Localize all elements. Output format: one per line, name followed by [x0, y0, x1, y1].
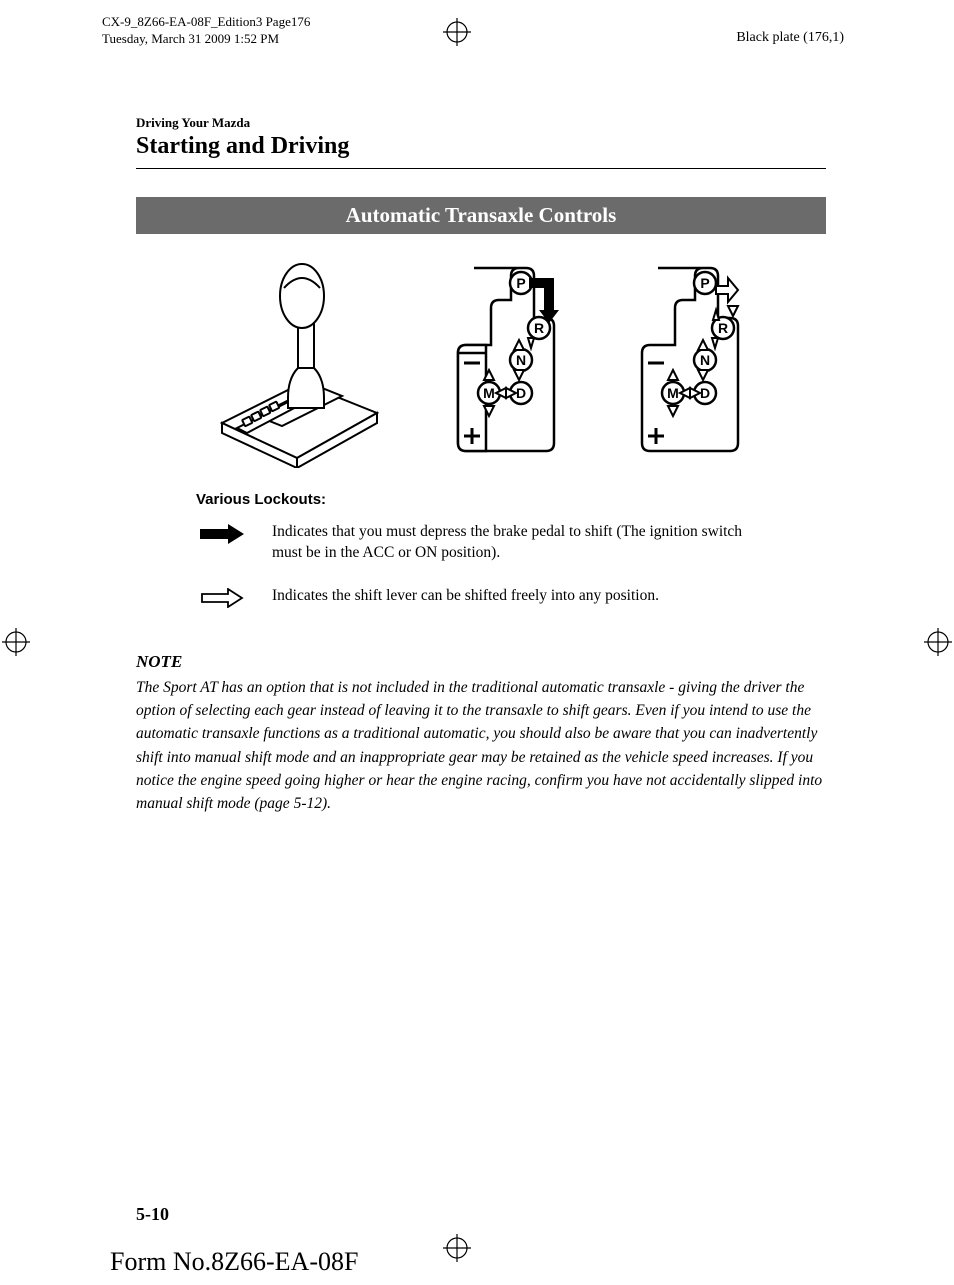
diagram-row: P R N D M [136, 258, 826, 473]
page-number: 5-10 [136, 1204, 169, 1225]
shifter-illustration [202, 258, 392, 473]
svg-text:R: R [718, 320, 728, 336]
lockout-text-outline: Indicates the shift lever can be shifted… [272, 586, 659, 607]
doc-id-line2: Tuesday, March 31 2009 1:52 PM [102, 31, 310, 48]
section-title: Starting and Driving [136, 133, 826, 160]
header-meta: CX-9_8Z66-EA-08F_Edition3 Page176 Tuesda… [102, 14, 310, 48]
registration-mark-bottom [443, 1234, 471, 1267]
gate-n: N [516, 352, 526, 368]
title-rule [136, 168, 826, 169]
note-block: NOTE The Sport AT has an option that is … [136, 652, 826, 816]
registration-mark-left [2, 628, 30, 661]
svg-text:M: M [667, 385, 679, 401]
lockouts-title: Various Lockouts: [196, 491, 826, 508]
gate-m: M [483, 385, 495, 401]
registration-mark-right [924, 628, 952, 661]
gate-r: R [534, 320, 544, 336]
shift-gate-outline: P R N D M [600, 258, 760, 473]
chapter-label: Driving Your Mazda [136, 115, 826, 131]
lockout-row-outline: Indicates the shift lever can be shifted… [200, 586, 826, 608]
doc-id-line1: CX-9_8Z66-EA-08F_Edition3 Page176 [102, 14, 310, 31]
solid-arrow-icon [200, 522, 244, 544]
plate-label: Black plate (176,1) [736, 30, 844, 46]
outline-arrow-icon [200, 586, 244, 608]
lockout-text-solid: Indicates that you must depress the brak… [272, 522, 752, 564]
svg-text:N: N [700, 352, 710, 368]
note-body: The Sport AT has an option that is not i… [136, 676, 826, 816]
gate-p: P [516, 275, 525, 291]
page-content: Driving Your Mazda Starting and Driving … [136, 115, 826, 815]
form-number: Form No.8Z66-EA-08F [110, 1247, 358, 1277]
topic-bar: Automatic Transaxle Controls [136, 197, 826, 234]
registration-mark-top [443, 18, 471, 51]
svg-text:P: P [700, 275, 709, 291]
lockout-row-solid: Indicates that you must depress the brak… [200, 522, 826, 564]
note-label: NOTE [136, 652, 826, 672]
shift-gate-solid: P R N D M [416, 258, 576, 473]
